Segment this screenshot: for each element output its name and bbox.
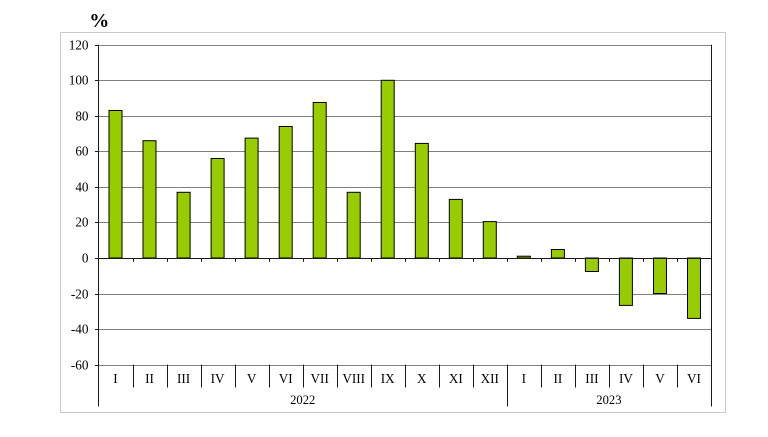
svg-text:2023: 2023 <box>596 393 621 407</box>
svg-text:III: III <box>585 371 598 386</box>
svg-text:%: % <box>89 10 109 32</box>
svg-text:V: V <box>655 371 665 386</box>
svg-text:VI: VI <box>687 371 701 386</box>
svg-text:XII: XII <box>481 371 499 386</box>
svg-text:II: II <box>145 371 154 386</box>
svg-text:-20: -20 <box>71 286 89 301</box>
svg-text:IV: IV <box>619 371 633 386</box>
svg-text:-40: -40 <box>71 321 89 336</box>
svg-text:V: V <box>247 371 257 386</box>
svg-text:I: I <box>113 371 117 386</box>
svg-text:VI: VI <box>279 371 293 386</box>
svg-text:0: 0 <box>82 250 89 265</box>
svg-text:-60: -60 <box>71 357 89 372</box>
svg-text:100: 100 <box>69 72 89 87</box>
svg-text:2022: 2022 <box>290 393 315 407</box>
svg-text:III: III <box>177 371 190 386</box>
svg-text:80: 80 <box>75 108 89 123</box>
svg-text:X: X <box>417 371 427 386</box>
svg-text:20: 20 <box>75 214 89 229</box>
svg-text:VII: VII <box>311 371 329 386</box>
svg-text:VIII: VIII <box>342 371 365 386</box>
svg-text:40: 40 <box>75 179 89 194</box>
svg-text:IX: IX <box>381 371 395 386</box>
svg-text:I: I <box>522 371 526 386</box>
svg-text:II: II <box>554 371 563 386</box>
svg-text:IV: IV <box>211 371 225 386</box>
svg-text:XI: XI <box>449 371 463 386</box>
svg-text:60: 60 <box>75 143 89 158</box>
svg-text:120: 120 <box>69 37 89 52</box>
